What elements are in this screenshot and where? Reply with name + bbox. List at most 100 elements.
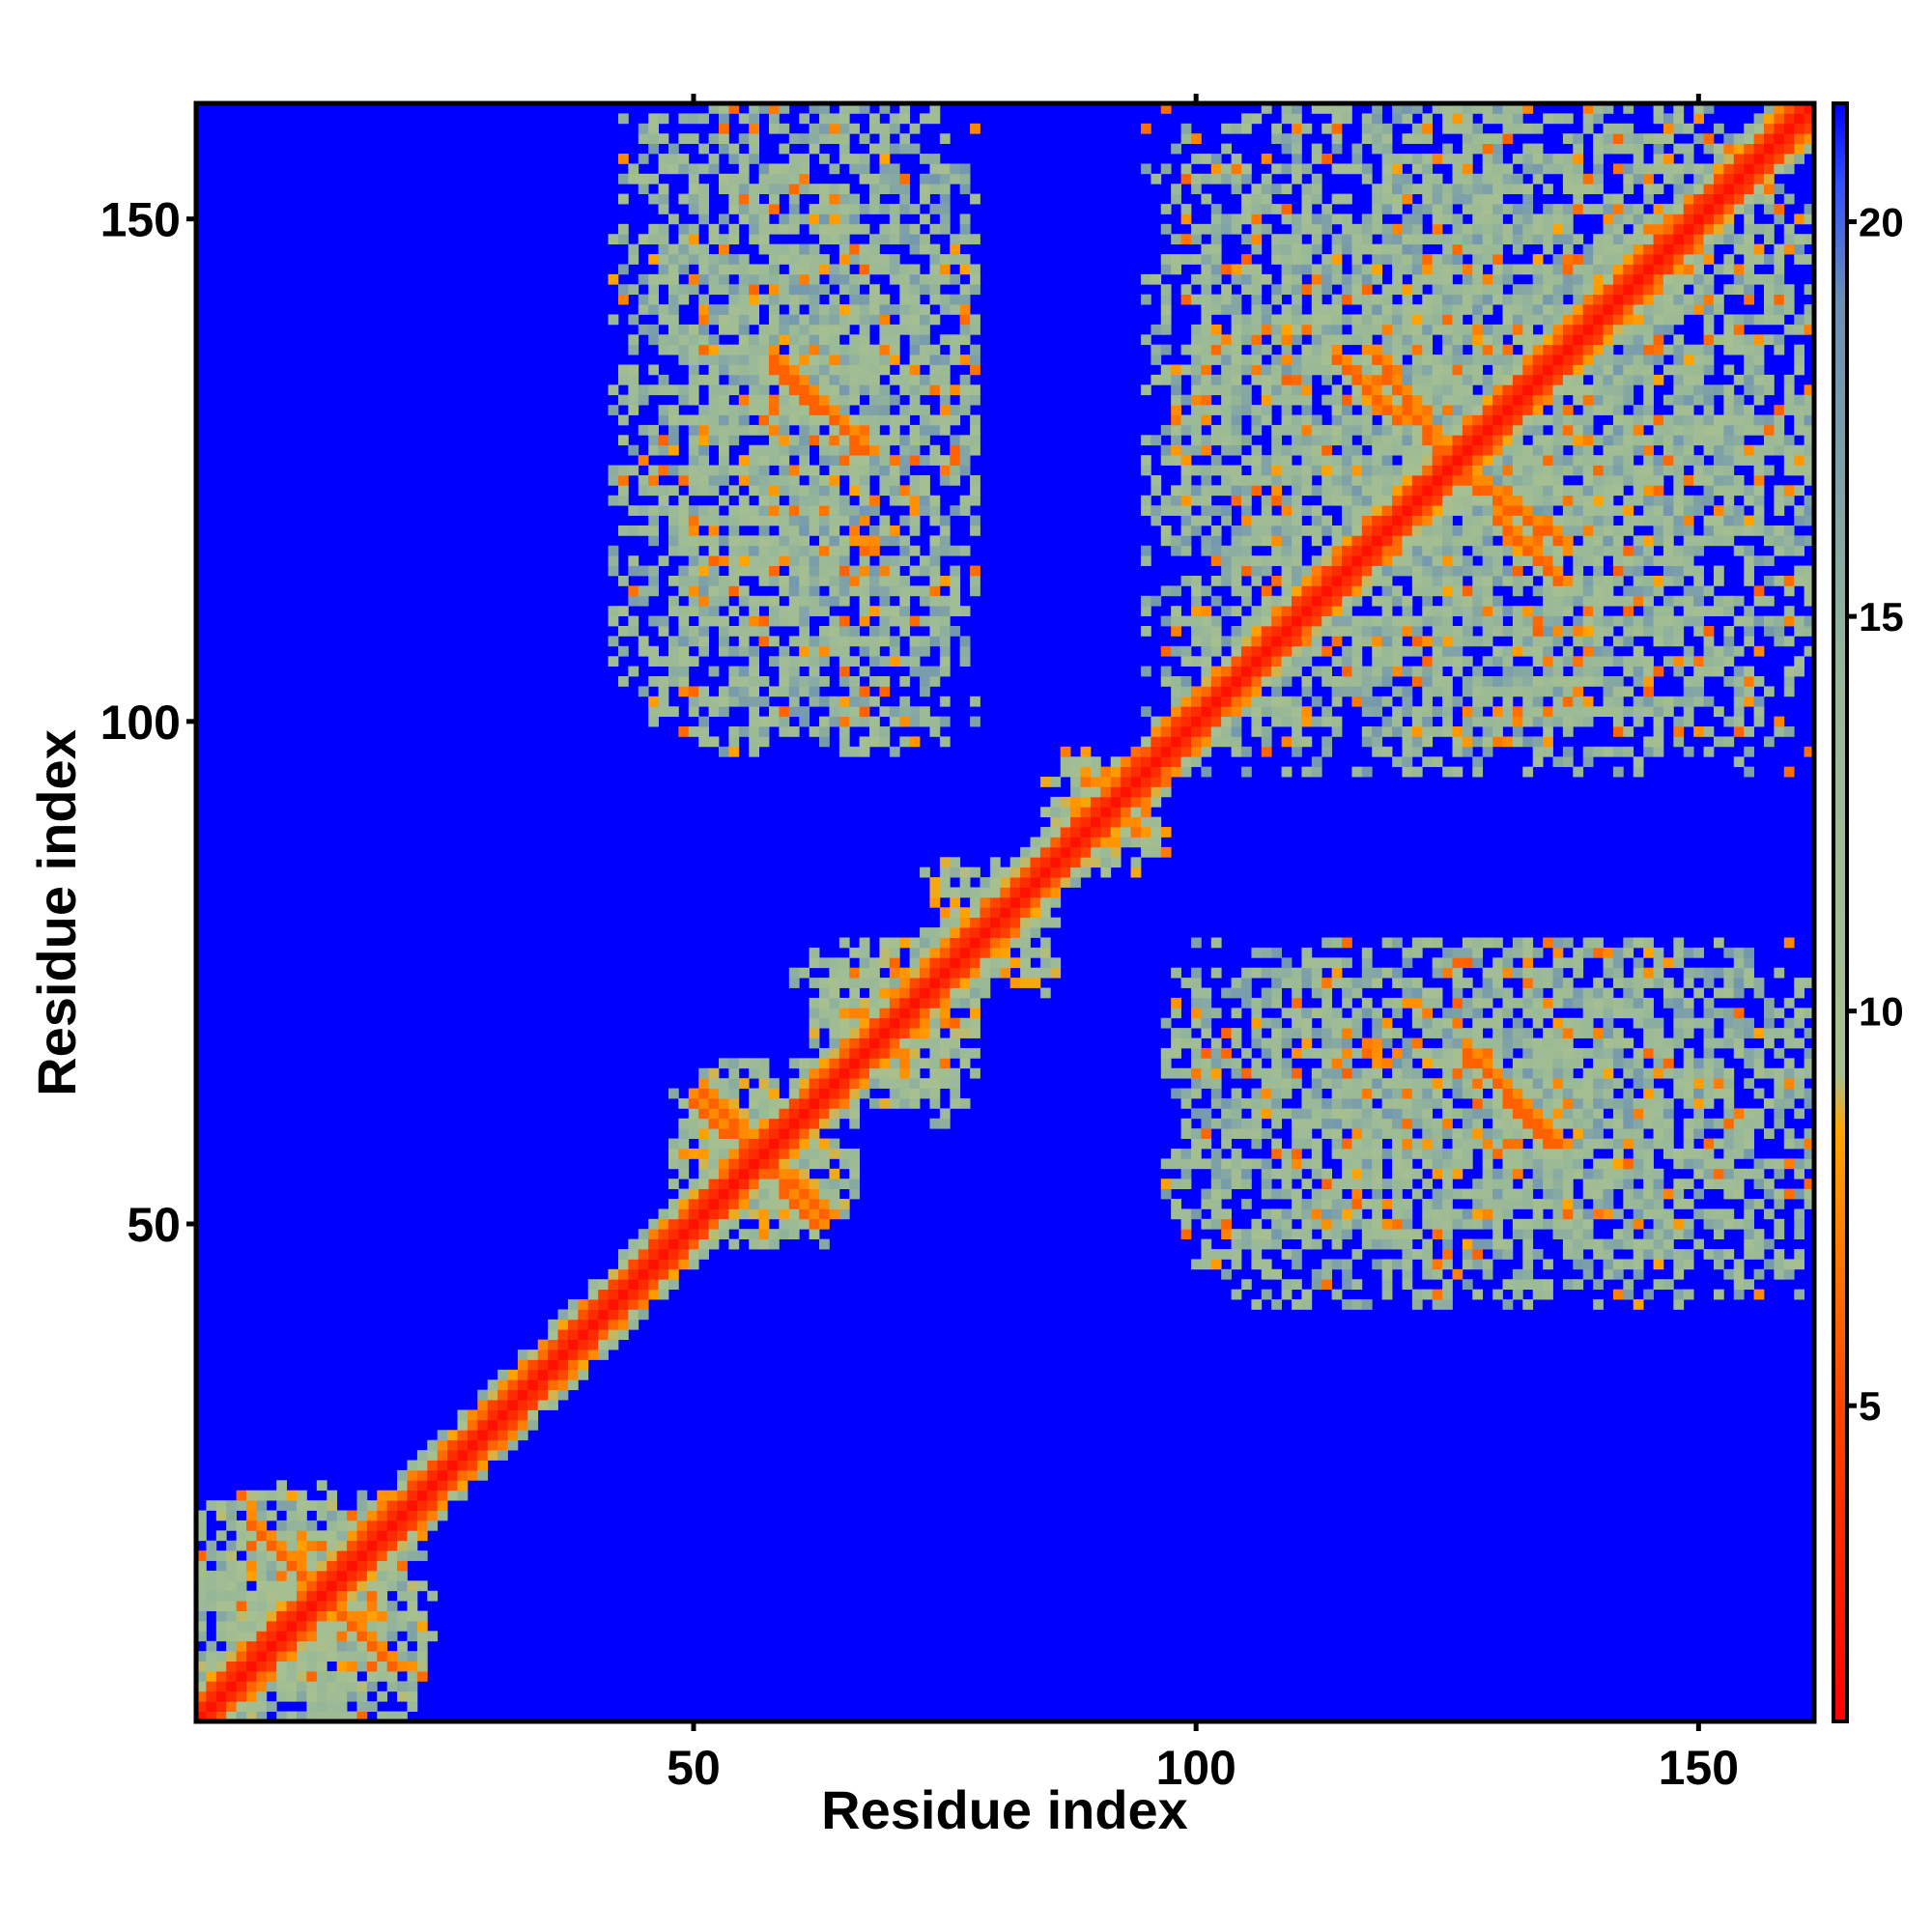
- heatmap-cell: [1251, 184, 1263, 195]
- heatmap-cell: [799, 1218, 810, 1230]
- heatmap-cell: [1422, 304, 1434, 315]
- heatmap-cell: [909, 1088, 921, 1099]
- heatmap-cell: [1351, 565, 1363, 577]
- heatmap-cell: [838, 143, 850, 155]
- heatmap-cell: [769, 656, 780, 667]
- heatmap-cell: [286, 1500, 298, 1511]
- heatmap-cell: [487, 1389, 498, 1401]
- heatmap-cell: [809, 656, 820, 667]
- heatmap-cell: [920, 927, 930, 938]
- heatmap-cell: [769, 394, 780, 406]
- heatmap-cell: [678, 1168, 690, 1179]
- heatmap-cell: [1160, 645, 1172, 657]
- heatmap-cell: [708, 1128, 720, 1139]
- heatmap-cell: [1432, 636, 1443, 647]
- heatmap-cell: [427, 1450, 439, 1461]
- heatmap-cell: [698, 1188, 709, 1200]
- heatmap-cell: [1231, 535, 1242, 547]
- heatmap-cell: [749, 143, 759, 155]
- heatmap-cell: [457, 1419, 469, 1431]
- heatmap-cell: [1201, 284, 1212, 296]
- heatmap-cell: [718, 1208, 729, 1220]
- heatmap-cell: [859, 555, 870, 566]
- heatmap-cell: [678, 294, 690, 305]
- heatmap-cell: [809, 1208, 820, 1220]
- heatmap-cell: [336, 1550, 348, 1561]
- heatmap-cell: [1271, 555, 1282, 566]
- heatmap-cell: [617, 676, 629, 687]
- heatmap-cell: [1292, 1028, 1302, 1038]
- heatmap-cell: [1240, 324, 1252, 335]
- heatmap-cell: [477, 1430, 489, 1441]
- heatmap-cell: [809, 314, 820, 326]
- heatmap-cell: [1039, 827, 1051, 838]
- heatmap-cell: [698, 264, 709, 275]
- heatmap-cell: [1292, 113, 1302, 125]
- heatmap-cell: [698, 1067, 709, 1079]
- heatmap-cell: [457, 1409, 469, 1421]
- heatmap-cell: [1271, 1138, 1282, 1150]
- heatmap-cell: [598, 1319, 609, 1330]
- heatmap-cell: [366, 1640, 378, 1652]
- heatmap-cell: [1361, 615, 1373, 627]
- heatmap-cell: [688, 595, 699, 607]
- heatmap-cell: [819, 645, 830, 657]
- heatmap-cell: [1210, 615, 1222, 627]
- heatmap-cell: [869, 1028, 880, 1038]
- heatmap-cell: [1201, 414, 1212, 426]
- heatmap-cell: [939, 405, 951, 415]
- heatmap-cell: [236, 1681, 247, 1692]
- heatmap-cell: [1221, 355, 1232, 365]
- heatmap-cell: [1090, 807, 1101, 818]
- heatmap-cell: [829, 405, 840, 415]
- heatmap-cell: [1201, 294, 1212, 305]
- heatmap-cell: [407, 1590, 418, 1602]
- heatmap-cell: [206, 1550, 217, 1561]
- heatmap-cell: [316, 1610, 327, 1622]
- heatmap-cell: [889, 223, 900, 235]
- heatmap-cell: [1110, 857, 1122, 868]
- heatmap-cell: [779, 435, 790, 446]
- heatmap-cell: [1372, 324, 1383, 335]
- heatmap-cell: [1331, 243, 1343, 255]
- heatmap-cell: [366, 1540, 378, 1551]
- heatmap-cell: [849, 154, 861, 164]
- heatmap-cell: [950, 1097, 961, 1109]
- heatmap-cell: [799, 686, 810, 697]
- heatmap-cell: [1151, 827, 1162, 838]
- heatmap-cell: [1321, 273, 1333, 285]
- heatmap-cell: [909, 967, 921, 979]
- heatmap-cell: [929, 495, 941, 506]
- heatmap-cell: [1281, 273, 1293, 285]
- heatmap-cell: [929, 606, 941, 616]
- heatmap-cell: [1351, 696, 1363, 707]
- heatmap-cell: [950, 304, 961, 315]
- heatmap-cell: [799, 154, 810, 164]
- heatmap-cell: [788, 414, 800, 426]
- heatmap-cell: [297, 1540, 307, 1551]
- heatmap-cell: [688, 355, 699, 365]
- heatmap-cell: [959, 314, 971, 326]
- heatmap-cell: [347, 1590, 357, 1602]
- heatmap-cell: [1261, 746, 1272, 757]
- heatmap-cell: [1160, 364, 1172, 376]
- heatmap-cell: [1261, 474, 1272, 486]
- heatmap-cell: [1392, 535, 1403, 547]
- heatmap-cell: [1392, 184, 1403, 195]
- heatmap-cell: [838, 1108, 850, 1120]
- heatmap-cell: [1422, 1128, 1434, 1139]
- heatmap-cell: [1039, 896, 1051, 908]
- heatmap-cell: [1231, 394, 1242, 406]
- heatmap-cell: [327, 1520, 338, 1531]
- heatmap-cell: [1171, 696, 1181, 707]
- heatmap-cell: [758, 103, 770, 114]
- heatmap-cell: [688, 284, 699, 296]
- heatmap-cell: [1210, 1037, 1222, 1049]
- heatmap-cell: [708, 485, 720, 497]
- heatmap-cell: [256, 1490, 268, 1501]
- heatmap-cell: [970, 978, 980, 988]
- heatmap-cell: [1140, 846, 1151, 858]
- heatmap-cell: [1240, 405, 1252, 415]
- heatmap-cell: [286, 1601, 298, 1611]
- heatmap-cell: [939, 595, 951, 607]
